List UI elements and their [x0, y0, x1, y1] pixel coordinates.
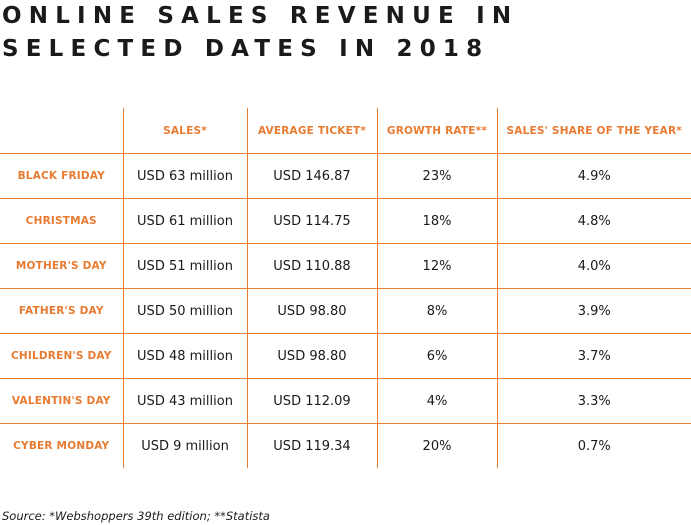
row-date-label: CHRISTMAS [0, 198, 123, 244]
row-growth-rate: 12% [376, 243, 497, 289]
row-sales: USD 50 million [122, 288, 247, 334]
row-average-ticket: USD 119.34 [246, 423, 377, 468]
sales-table: SALES* AVERAGE TICKET* GROWTH RATE** SAL… [0, 108, 691, 468]
row-sales-share: 4.9% [496, 153, 691, 199]
row-sales: USD 43 million [122, 378, 247, 424]
table-header: SALES* AVERAGE TICKET* GROWTH RATE** SAL… [0, 108, 691, 154]
header-sales-share: SALES' SHARE OF THE YEAR* [496, 108, 691, 154]
header-row: SALES* AVERAGE TICKET* GROWTH RATE** SAL… [0, 108, 691, 154]
page-title: ONLINE SALES REVENUE IN SELECTED DATES I… [2, 0, 518, 66]
row-sales-share: 3.3% [496, 378, 691, 424]
row-growth-rate: 18% [376, 198, 497, 244]
table-row: VALENTIN'S DAY USD 43 million USD 112.09… [0, 378, 691, 424]
row-date-label: MOTHER'S DAY [0, 243, 123, 289]
row-sales: USD 51 million [122, 243, 247, 289]
source-note: Source: *Webshoppers 39th edition; **Sta… [2, 509, 270, 523]
row-average-ticket: USD 146.87 [246, 153, 377, 199]
header-date [0, 108, 123, 154]
header-growth-rate: GROWTH RATE** [376, 108, 497, 154]
table-row: CYBER MONDAY USD 9 million USD 119.34 20… [0, 423, 691, 468]
row-average-ticket: USD 98.80 [246, 333, 377, 379]
row-date-label: VALENTIN'S DAY [0, 378, 123, 424]
table-row: BLACK FRIDAY USD 63 million USD 146.87 2… [0, 153, 691, 199]
row-growth-rate: 23% [376, 153, 497, 199]
table-row: FATHER'S DAY USD 50 million USD 98.80 8%… [0, 288, 691, 334]
title-line-2: SELECTED DATES IN 2018 [2, 36, 490, 62]
row-sales-share: 4.0% [496, 243, 691, 289]
table-row: CHILDREN'S DAY USD 48 million USD 98.80 … [0, 333, 691, 379]
table-row: MOTHER'S DAY USD 51 million USD 110.88 1… [0, 243, 691, 289]
row-average-ticket: USD 114.75 [246, 198, 377, 244]
row-growth-rate: 8% [376, 288, 497, 334]
row-sales-share: 3.7% [496, 333, 691, 379]
row-sales-share: 3.9% [496, 288, 691, 334]
row-date-label: FATHER'S DAY [0, 288, 123, 334]
row-sales: USD 9 million [122, 423, 247, 468]
row-date-label: BLACK FRIDAY [0, 153, 123, 199]
row-date-label: CYBER MONDAY [13, 440, 110, 452]
title-line-1: ONLINE SALES REVENUE IN [2, 3, 519, 29]
row-growth-rate: 6% [376, 333, 497, 379]
row-sales: USD 63 million [122, 153, 247, 199]
header-average-ticket: AVERAGE TICKET* [246, 108, 377, 154]
table-body: BLACK FRIDAY USD 63 million USD 146.87 2… [0, 153, 691, 468]
row-growth-rate: 20% [376, 423, 497, 468]
row-sales: USD 48 million [122, 333, 247, 379]
header-sales: SALES* [122, 108, 247, 154]
row-growth-rate: 4% [376, 378, 497, 424]
row-sales-share: 4.8% [496, 198, 691, 244]
row-date-label: CHILDREN'S DAY [0, 333, 123, 379]
row-sales: USD 61 million [122, 198, 247, 244]
table-row: CHRISTMAS USD 61 million USD 114.75 18% … [0, 198, 691, 244]
row-average-ticket: USD 110.88 [246, 243, 377, 289]
row-average-ticket: USD 98.80 [246, 288, 377, 334]
row-average-ticket: USD 112.09 [246, 378, 377, 424]
row-sales-share: 0.7% [496, 423, 691, 468]
